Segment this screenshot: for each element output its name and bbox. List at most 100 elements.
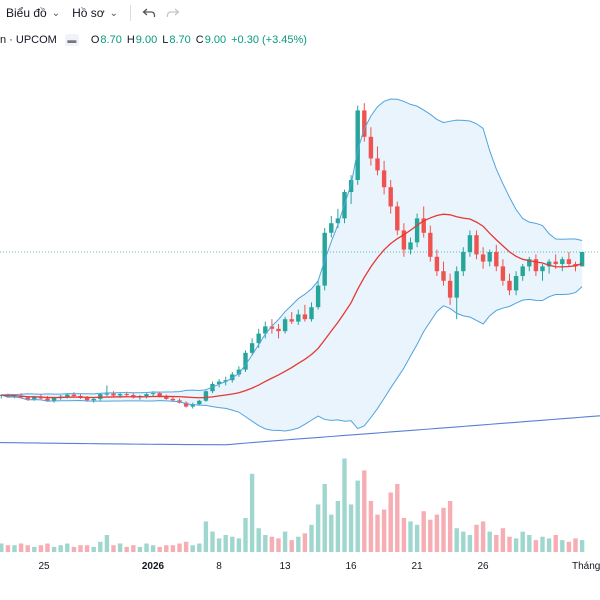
candle-body bbox=[434, 256, 440, 272]
candle-body bbox=[421, 218, 426, 233]
toolbar-divider bbox=[130, 5, 132, 21]
volume-bar bbox=[256, 528, 261, 552]
volume-bar bbox=[480, 521, 486, 552]
volume-bar bbox=[348, 504, 354, 552]
volume-bar bbox=[104, 535, 110, 552]
candle-body bbox=[256, 333, 261, 344]
volume-bar bbox=[223, 535, 228, 552]
volume-bar bbox=[157, 546, 162, 552]
x-tick-label: 16 bbox=[345, 561, 357, 572]
candle-body bbox=[540, 266, 545, 272]
volume-bar bbox=[553, 535, 558, 552]
candle-body bbox=[91, 398, 96, 401]
candle-body bbox=[362, 110, 367, 137]
time-axis: 25 2026 8 13 16 21 26 Tháng bbox=[38, 561, 600, 572]
volume-bar bbox=[170, 545, 176, 552]
volume-bar bbox=[230, 536, 235, 552]
candle-body bbox=[104, 393, 110, 395]
volume-bar bbox=[329, 514, 334, 552]
volume-bar bbox=[342, 458, 347, 552]
volume-bar bbox=[487, 531, 492, 552]
candle-body bbox=[124, 394, 129, 396]
volume-bar bbox=[434, 514, 440, 552]
volume-bar bbox=[540, 536, 545, 552]
candle-body bbox=[84, 397, 90, 401]
volume-bar bbox=[388, 492, 393, 552]
volume-bar bbox=[98, 541, 103, 552]
volume-bar bbox=[32, 546, 37, 552]
volume-bar bbox=[177, 543, 182, 552]
volume-bar bbox=[282, 531, 288, 552]
volume-bar bbox=[91, 546, 96, 552]
volume-bar bbox=[0, 543, 4, 552]
volume-bar bbox=[362, 470, 367, 552]
volume-bar bbox=[190, 545, 195, 552]
candle-body bbox=[480, 254, 486, 262]
candle-body bbox=[223, 380, 228, 382]
upper-band-line bbox=[1, 98, 583, 396]
redo-icon[interactable] bbox=[161, 0, 185, 26]
candle-body bbox=[276, 328, 281, 332]
candle-body bbox=[546, 261, 552, 267]
open-label: O bbox=[90, 34, 100, 46]
volume-bar bbox=[447, 501, 453, 552]
open-value: 8.70 bbox=[100, 34, 122, 46]
candle-body bbox=[197, 400, 202, 405]
chart-menu-button[interactable]: Biểu đồ ⌄ bbox=[0, 0, 66, 26]
close-label: C bbox=[195, 34, 204, 46]
candle-body bbox=[579, 252, 585, 267]
volume-bar bbox=[302, 533, 308, 552]
volume-bar bbox=[322, 484, 327, 552]
volume-bar bbox=[84, 545, 90, 552]
candle-body bbox=[164, 396, 169, 399]
volume-bar bbox=[520, 531, 525, 552]
volume-bar bbox=[210, 531, 215, 552]
volume-bar bbox=[263, 535, 268, 552]
high-value: 9.00 bbox=[135, 34, 158, 46]
volume-bar bbox=[243, 518, 248, 552]
volume-bar bbox=[269, 536, 275, 552]
chart-menu-label: Biểu đồ bbox=[6, 6, 47, 20]
candle-body bbox=[441, 271, 446, 281]
volume-bar bbox=[150, 545, 156, 552]
candle-body bbox=[408, 242, 413, 250]
moving-average-line bbox=[1, 213, 583, 399]
candle-body bbox=[507, 280, 512, 291]
chevron-down-icon: ⌄ bbox=[109, 7, 119, 19]
volume-bar bbox=[111, 545, 116, 552]
volume-bar bbox=[355, 480, 360, 552]
volume-bar bbox=[315, 504, 321, 552]
candle-body bbox=[428, 232, 433, 257]
profile-menu-button[interactable]: Hồ sơ ⌄ bbox=[66, 0, 124, 26]
candle-body bbox=[236, 369, 242, 375]
volume-bar bbox=[236, 538, 242, 552]
long-moving-average-line bbox=[0, 415, 600, 446]
candle-body bbox=[388, 187, 393, 207]
candle-body bbox=[150, 393, 156, 395]
volume-bar bbox=[137, 546, 143, 552]
volume-bar bbox=[381, 509, 387, 552]
candle-body bbox=[170, 398, 176, 401]
candle-body bbox=[190, 404, 195, 407]
candle-body bbox=[368, 136, 374, 159]
volume-bar bbox=[527, 535, 532, 552]
candle-body bbox=[487, 252, 492, 262]
x-tick-label: 8 bbox=[216, 561, 222, 572]
volume-bar bbox=[368, 501, 374, 552]
symbol-label: n · UPCOM bbox=[0, 34, 57, 46]
volume-bar bbox=[566, 541, 572, 552]
candle-body bbox=[65, 394, 70, 397]
candle-body bbox=[111, 393, 116, 396]
volume-bar bbox=[203, 521, 209, 552]
candle-body bbox=[401, 230, 407, 250]
candle-body bbox=[395, 206, 400, 231]
collapse-legend-icon[interactable]: ▬ bbox=[64, 34, 79, 46]
volume-bar bbox=[78, 545, 83, 552]
undo-icon[interactable] bbox=[137, 0, 161, 26]
close-value: 9.00 bbox=[204, 34, 227, 46]
candle-body bbox=[183, 402, 189, 407]
x-tick-label: 26 bbox=[477, 561, 489, 572]
candle-body bbox=[520, 266, 525, 276]
volume-bar bbox=[507, 536, 512, 552]
